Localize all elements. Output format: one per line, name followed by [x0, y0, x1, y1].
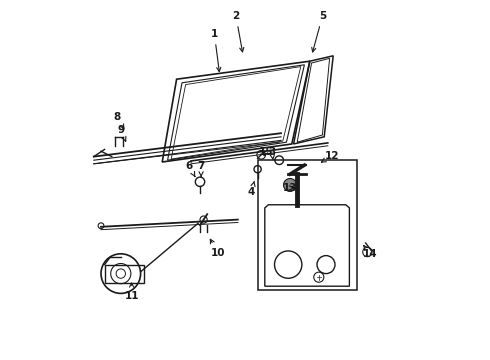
- Circle shape: [284, 179, 296, 192]
- Text: 9: 9: [117, 125, 126, 141]
- Text: 13: 13: [283, 183, 297, 193]
- Text: 6: 6: [186, 161, 195, 177]
- Text: 12: 12: [321, 151, 340, 162]
- Text: 1: 1: [211, 29, 221, 72]
- Text: 11: 11: [124, 283, 139, 301]
- Text: 5: 5: [312, 11, 326, 52]
- Bar: [258, 160, 357, 290]
- Text: 10: 10: [210, 239, 225, 258]
- Text: 2: 2: [232, 11, 244, 52]
- Text: 4: 4: [248, 181, 255, 197]
- Text: 14: 14: [363, 246, 378, 259]
- Text: 7: 7: [197, 161, 205, 177]
- Text: 15: 15: [259, 147, 273, 157]
- Text: 3: 3: [269, 147, 276, 160]
- Text: 8: 8: [114, 112, 124, 129]
- Bar: [104, 265, 144, 283]
